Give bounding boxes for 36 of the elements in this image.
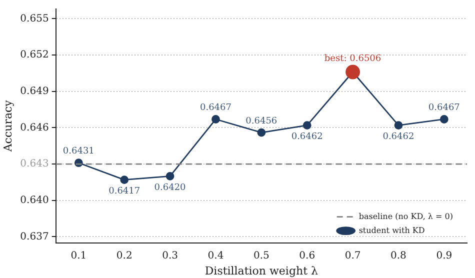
y-tick-label: 0.640 xyxy=(20,194,49,206)
y-tick-label: 0.643 xyxy=(20,158,49,170)
point xyxy=(120,176,129,184)
data-label: 0.6462 xyxy=(382,132,414,142)
point xyxy=(166,172,174,180)
point xyxy=(440,115,448,124)
point xyxy=(302,121,312,130)
y-tick-label: 0.649 xyxy=(20,86,49,97)
y-tick-label: 0.637 xyxy=(20,231,49,242)
x-tick-label: 0.8 xyxy=(390,250,406,262)
legend-label: baseline (no KD, λ = 0) xyxy=(358,212,453,221)
x-tick-label: 0.7 xyxy=(344,250,361,262)
data-label: 0.6420 xyxy=(154,183,186,194)
point xyxy=(257,128,266,137)
y-tick-label: 0.655 xyxy=(20,13,49,24)
x-tick-label: 0.1 xyxy=(70,250,87,262)
data-label: 0.6467 xyxy=(200,103,232,114)
point xyxy=(212,115,220,124)
x-axis-title: Distillation weight λ xyxy=(204,264,318,278)
x-tick-label: 0.5 xyxy=(253,250,270,262)
y-tick-label: 0.646 xyxy=(20,122,49,134)
data-label: best: 0.6506 xyxy=(324,54,382,64)
y-axis-title: Accuracy xyxy=(1,99,14,153)
data-label: 0.6431 xyxy=(62,146,94,157)
data-label: 0.6456 xyxy=(246,116,278,126)
x-tick-label: 0.9 xyxy=(436,250,452,262)
data-label: 0.6417 xyxy=(108,186,140,197)
x-tick-label: 0.4 xyxy=(208,250,224,262)
point xyxy=(394,121,403,130)
y-tick-label: 0.652 xyxy=(20,50,49,61)
data-label: 0.6467 xyxy=(428,103,460,114)
data-label: 0.6462 xyxy=(291,132,323,142)
legend-label: student with KD xyxy=(358,226,425,235)
x-tick-label: 0.2 xyxy=(116,250,132,262)
x-tick-label: 0.6 xyxy=(299,250,316,262)
x-tick-label: 0.3 xyxy=(162,250,178,262)
